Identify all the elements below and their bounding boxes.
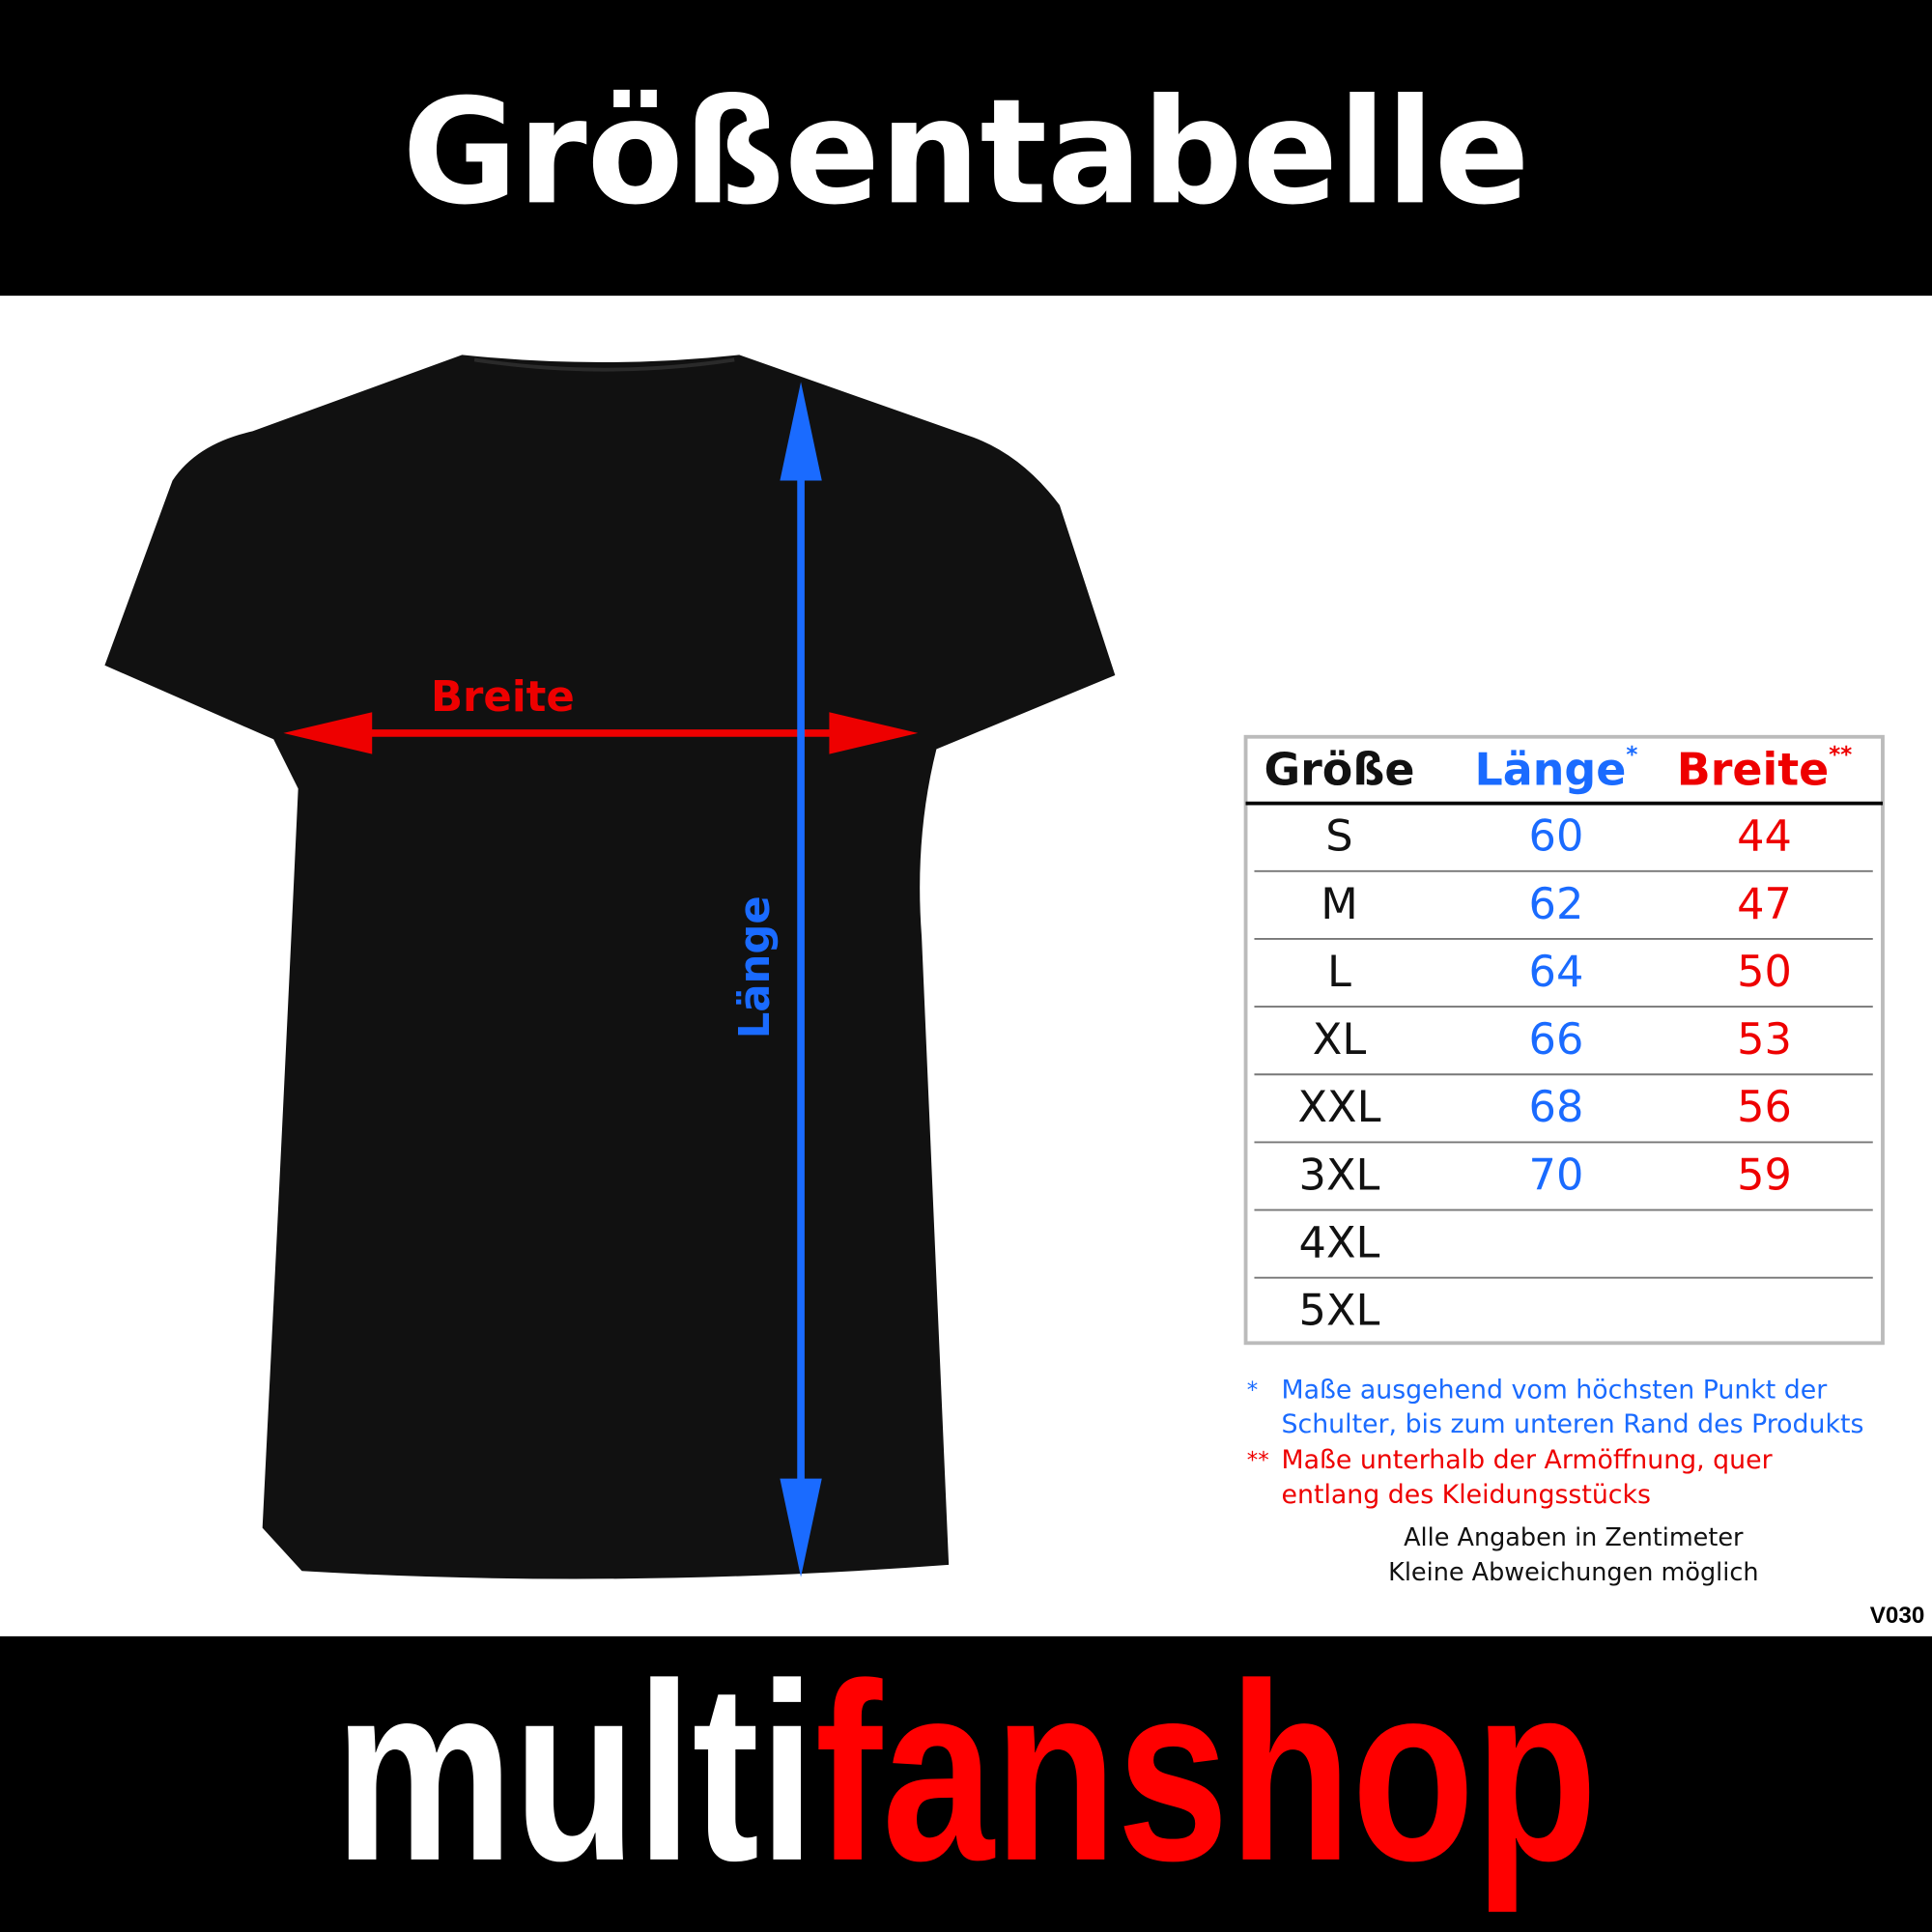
table-cell: 56	[1737, 1082, 1792, 1132]
tshirt-collar	[473, 357, 735, 372]
table-cell: 3XL	[1299, 1150, 1380, 1200]
table-cell: 5XL	[1299, 1286, 1380, 1336]
size-table: Größe Länge* Breite** S 60 44 M 62 47 L 64 50 XL 66 53…	[1245, 742, 1883, 1336]
title: Größentabelle	[402, 68, 1529, 237]
column-label: Größe	[1264, 743, 1414, 795]
note: Kleine Abweichungen möglich	[1388, 1558, 1758, 1587]
brand-part: multi	[334, 1632, 814, 1914]
brand: multifanshop	[334, 1632, 1597, 1915]
column-label: Breite	[1677, 743, 1830, 795]
table-cell: 47	[1737, 879, 1792, 929]
table-cell: 60	[1529, 811, 1584, 862]
table-cell: 68	[1529, 1082, 1584, 1132]
table-cell: 53	[1737, 1014, 1792, 1065]
table-cell: 44	[1737, 811, 1792, 862]
table-cell: L	[1327, 947, 1351, 997]
column-header: Größe	[1264, 743, 1414, 795]
table-cell: 66	[1529, 1014, 1584, 1065]
column-mark: **	[1829, 742, 1852, 767]
table-frame	[1243, 734, 1885, 1346]
column-header: Breite**	[1677, 742, 1853, 795]
arrow-head	[780, 382, 822, 481]
column-mark: *	[1626, 742, 1637, 767]
footer-band	[0, 1635, 1932, 1932]
footnote-text: entlang des Kleidungsstücks	[1282, 1480, 1651, 1510]
table-cell: 59	[1737, 1150, 1792, 1200]
version: V030	[1870, 1603, 1925, 1629]
arrow-head	[829, 712, 919, 754]
table-cell: 4XL	[1299, 1218, 1380, 1268]
table-cell: XL	[1313, 1014, 1367, 1065]
brand-part: fanshop	[815, 1632, 1598, 1915]
column-header: Länge*	[1475, 742, 1638, 795]
header-band	[0, 0, 1932, 297]
table-cell: XXL	[1297, 1082, 1380, 1132]
table-cell: 70	[1529, 1150, 1584, 1200]
table-cell: S	[1325, 811, 1352, 862]
footnote-text: Maße ausgehend vom höchsten Punkt der	[1282, 1376, 1828, 1406]
footnote-mark: **	[1247, 1448, 1269, 1473]
footnote-mark: *	[1247, 1378, 1258, 1404]
table-cell: M	[1321, 879, 1358, 929]
footnote-text: Maße unterhalb der Armöffnung, quer	[1282, 1445, 1773, 1475]
footnotes: * Maße ausgehend vom höchsten Punkt derSc…	[1247, 1376, 1864, 1510]
table-cell: 50	[1737, 947, 1792, 997]
tshirt	[104, 355, 1116, 1579]
column-label: Länge	[1475, 743, 1627, 795]
width-label: Breite	[431, 673, 575, 722]
table-cell: 64	[1529, 947, 1584, 997]
note: Alle Angaben in Zentimeter	[1404, 1523, 1744, 1552]
arrow-head	[283, 712, 373, 754]
length-label: Länge	[731, 895, 780, 1038]
arrow-head	[780, 1478, 822, 1577]
footnote-text: Schulter, bis zum unteren Rand des Produ…	[1282, 1409, 1864, 1439]
table-cell: 62	[1529, 879, 1584, 929]
